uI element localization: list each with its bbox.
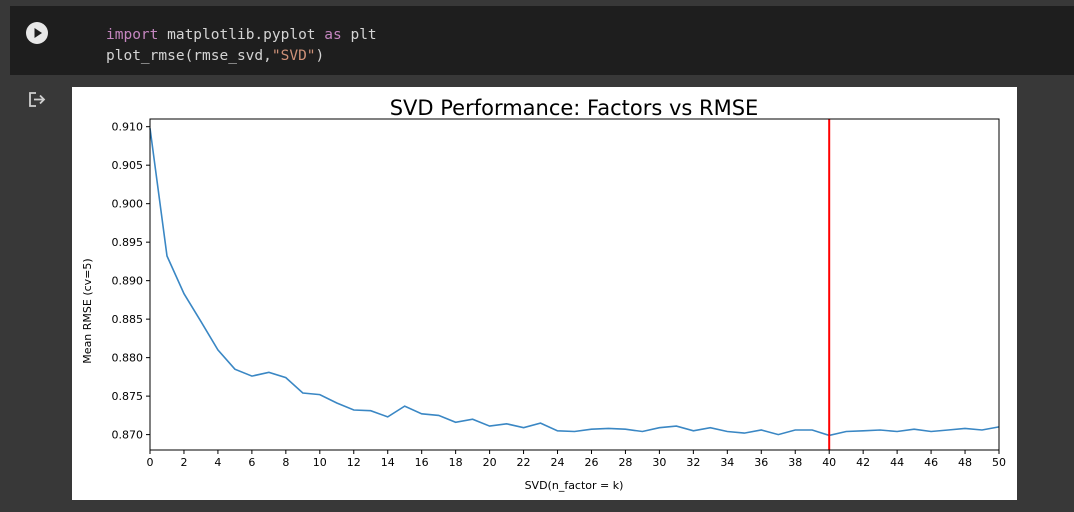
y-axis-label: Mean RMSE (cv=5) [81, 258, 94, 363]
y-tick-label: 0.890 [112, 275, 144, 288]
x-tick-label: 22 [517, 456, 531, 469]
figure: SVD Performance: Factors vs RMSE SVD(n_f… [72, 87, 1017, 500]
x-tick-label: 14 [381, 456, 395, 469]
y-tick-label: 0.900 [112, 198, 144, 211]
x-tick-label: 20 [483, 456, 497, 469]
x-tick-label: 48 [958, 456, 972, 469]
axis-ticks: 0 2 4 6 8 10 12 14 16 18 20 22 24 26 28 30 32 34 36 38 40 42 4… [112, 121, 1007, 469]
plot-frame [149, 118, 1000, 451]
code-line-1: import matplotlib.pyplot as plt [106, 25, 377, 46]
x-tick-label: 18 [449, 456, 463, 469]
string-literal: "SVD" [271, 48, 316, 64]
x-tick-label: 28 [618, 456, 632, 469]
output-icon[interactable] [26, 89, 48, 109]
x-axis-label: SVD(n_factor = k) [525, 479, 624, 492]
x-tick-label: 46 [924, 456, 938, 469]
x-tick-label: 36 [754, 456, 768, 469]
x-tick-label: 44 [890, 456, 904, 469]
x-tick-label: 6 [248, 456, 255, 469]
y-tick-label: 0.895 [112, 236, 144, 249]
x-tick-label: 12 [347, 456, 361, 469]
chart-svg: SVD Performance: Factors vs RMSE SVD(n_f… [81, 96, 1007, 492]
code-line-2: plot_rmse(rmse_svd,"SVD") [106, 46, 377, 67]
x-tick-label: 50 [992, 456, 1006, 469]
closing-paren: ) [315, 48, 325, 64]
y-tick-label: 0.905 [112, 159, 144, 172]
chart-title: SVD Performance: Factors vs RMSE [390, 96, 759, 120]
x-tick-label: 2 [180, 456, 187, 469]
alias: plt [341, 27, 377, 43]
x-tick-label: 26 [584, 456, 598, 469]
code-editor[interactable]: import matplotlib.pyplot as plt plot_rmse… [106, 25, 377, 67]
y-tick-label: 0.885 [112, 313, 144, 326]
x-tick-label: 32 [686, 456, 700, 469]
play-icon [34, 28, 42, 38]
x-tick-label: 42 [856, 456, 870, 469]
code-cell[interactable]: import matplotlib.pyplot as plt plot_rmse… [10, 6, 1074, 75]
run-cell-button[interactable] [26, 22, 48, 44]
function-call: plot_rmse(rmse_svd, [106, 48, 272, 64]
y-tick-label: 0.910 [112, 121, 144, 134]
x-tick-label: 8 [282, 456, 289, 469]
x-tick-label: 38 [788, 456, 802, 469]
y-tick-label: 0.870 [112, 429, 144, 442]
x-tick-label: 16 [415, 456, 429, 469]
y-tick-label: 0.875 [112, 390, 144, 403]
keyword-as: as [324, 27, 342, 43]
x-tick-label: 4 [214, 456, 221, 469]
output-arrow-icon [29, 92, 46, 107]
module-name: matplotlib.pyplot [158, 27, 325, 43]
series-line [149, 128, 1000, 437]
x-tick-label: 30 [652, 456, 666, 469]
x-tick-label: 40 [822, 456, 836, 469]
x-tick-label: 0 [147, 456, 154, 469]
x-tick-label: 24 [551, 456, 565, 469]
x-tick-label: 10 [313, 456, 327, 469]
y-tick-label: 0.880 [112, 352, 144, 365]
x-tick-label: 34 [720, 456, 734, 469]
keyword-import: import [106, 27, 159, 43]
